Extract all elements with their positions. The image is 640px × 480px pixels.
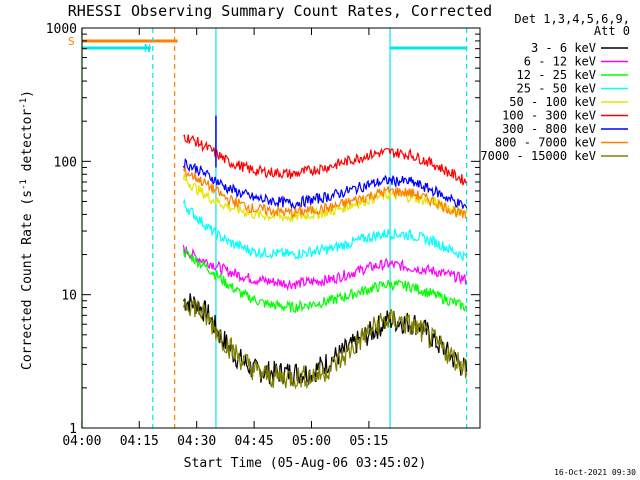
series-line (182, 293, 468, 387)
legend-header-detectors: Det 1,3,4,5,6,9, (514, 12, 630, 26)
y-tick-label: 1 (69, 422, 77, 437)
legend-label: 800 - 7000 keV (495, 136, 596, 150)
legend-label: 50 - 100 keV (509, 95, 596, 109)
legend-label: 6 - 12 keV (524, 55, 596, 69)
series-layer (182, 115, 468, 390)
y-axis-label: Corrected Count Rate (s-1 detector-1) (19, 90, 35, 370)
footer-date: 16-Oct-2021 09:30 (554, 468, 636, 477)
x-tick-label: 04:00 (62, 434, 101, 449)
series-line (182, 248, 468, 314)
series-line (182, 157, 468, 210)
series-line (182, 244, 468, 292)
x-tick-label: 04:15 (120, 434, 159, 449)
axes-layer: 04:00 04:15 04:30 04:45 05:00 05:15 1 10 100 1000 (46, 22, 481, 449)
series-line (182, 166, 468, 220)
y-tick-label: 100 (54, 155, 77, 170)
plot-frame (81, 27, 481, 429)
series-line (182, 298, 468, 390)
legend-label: 300 - 800 keV (502, 122, 596, 136)
x-axis-label: Start Time (05-Aug-06 03:45:02) (184, 456, 427, 471)
state-flag-label: N (144, 42, 151, 55)
chart-title: RHESSI Observing Summary Count Rates, Co… (68, 2, 492, 20)
state-flag-label: S (68, 35, 75, 48)
legend-label: 3 - 6 keV (531, 41, 596, 55)
series-line (182, 198, 467, 261)
x-tick-label: 05:15 (349, 434, 388, 449)
x-tick-label: 04:45 (235, 434, 274, 449)
legend-label: 7000 - 15000 keV (480, 149, 596, 163)
series-line (183, 134, 467, 186)
legend-label: 100 - 300 keV (502, 109, 596, 123)
legend-label: 12 - 25 keV (517, 68, 596, 82)
x-tick-label: 05:00 (292, 434, 331, 449)
series-line (182, 173, 468, 223)
x-tick-label: 04:30 (177, 434, 216, 449)
legend-label: 25 - 50 keV (517, 82, 596, 96)
legend-header-attenuator: Att 0 (594, 24, 630, 38)
y-tick-label: 1000 (46, 22, 77, 37)
y-tick-label: 10 (61, 289, 77, 304)
